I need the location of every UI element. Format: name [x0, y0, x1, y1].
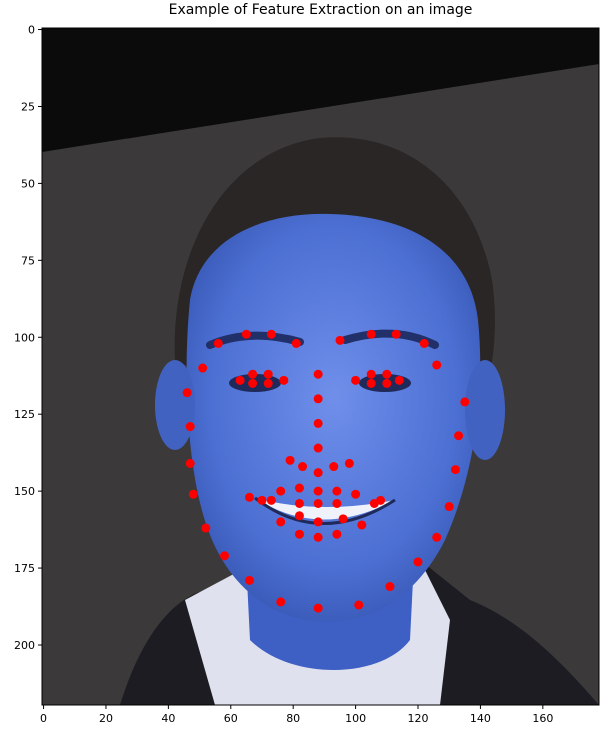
axes-frame — [41, 27, 600, 706]
feature-point — [313, 468, 323, 478]
image-region — [42, 28, 599, 705]
feature-point — [357, 520, 367, 530]
feature-point — [298, 462, 308, 472]
face-region — [186, 213, 481, 622]
feature-point — [313, 394, 323, 404]
y-tick-label: 200 — [14, 639, 35, 652]
feature-point — [241, 329, 251, 339]
x-tick-label: 60 — [224, 712, 238, 725]
feature-point — [198, 363, 208, 373]
feature-point — [294, 511, 304, 521]
feature-point — [313, 369, 323, 379]
feature-point — [291, 338, 301, 348]
y-tick-label: 175 — [14, 562, 35, 575]
feature-point — [391, 329, 401, 339]
feature-point — [354, 600, 364, 610]
feature-point — [460, 397, 470, 407]
feature-point — [450, 465, 460, 475]
x-tick-label: 0 — [40, 712, 47, 725]
feature-point — [276, 597, 286, 607]
feature-point — [201, 523, 211, 533]
feature-point — [257, 495, 267, 505]
hair-region — [174, 137, 495, 380]
y-tick-label: 75 — [21, 254, 35, 267]
top-band-region — [42, 28, 599, 152]
feature-point — [332, 529, 342, 539]
feature-point — [248, 378, 258, 388]
feature-point — [248, 369, 258, 379]
feature-point — [263, 378, 273, 388]
feature-point — [376, 495, 386, 505]
feature-point — [366, 378, 376, 388]
feature-point — [276, 517, 286, 527]
mouth-region — [254, 496, 396, 525]
feature-point — [394, 375, 404, 385]
feature-point — [344, 458, 354, 468]
feature-point — [313, 486, 323, 496]
x-tick-label: 140 — [470, 712, 491, 725]
feature-point — [366, 369, 376, 379]
y-tick-label: 0 — [28, 24, 35, 37]
feature-point — [432, 532, 442, 542]
left-ear-region — [155, 360, 195, 450]
feature-points — [182, 329, 470, 613]
feature-point — [313, 443, 323, 453]
feature-point — [419, 338, 429, 348]
feature-point — [444, 502, 454, 512]
feature-point — [351, 375, 361, 385]
y-tick-label: 150 — [14, 485, 35, 498]
feature-point — [335, 335, 345, 345]
feature-point — [313, 603, 323, 613]
feature-point — [329, 462, 339, 472]
feature-point — [313, 532, 323, 542]
feature-point — [235, 375, 245, 385]
feature-point — [245, 575, 255, 585]
feature-point — [382, 369, 392, 379]
feature-point — [313, 517, 323, 527]
feature-point — [351, 489, 361, 499]
feature-point — [294, 498, 304, 508]
feature-point — [294, 529, 304, 539]
feature-point — [266, 495, 276, 505]
y-tick-label: 125 — [14, 408, 35, 421]
feature-point — [182, 388, 192, 398]
x-tick-label: 20 — [99, 712, 113, 725]
feature-point — [366, 329, 376, 339]
x-tick-label: 80 — [286, 712, 300, 725]
feature-point — [263, 369, 273, 379]
feature-point — [279, 375, 289, 385]
feature-point — [385, 582, 395, 592]
feature-point — [332, 498, 342, 508]
feature-point — [220, 551, 230, 561]
x-tick-label: 160 — [532, 712, 553, 725]
feature-point — [185, 458, 195, 468]
x-tick-label: 120 — [408, 712, 429, 725]
x-tick-label: 40 — [161, 712, 175, 725]
axis-ticks: 0 20 40 60 80 100 120 140 160 0 25 50 75 100 125 150 175… — [14, 24, 553, 725]
feature-point — [185, 422, 195, 432]
chart-title: Example of Feature Extraction on an imag… — [168, 2, 473, 18]
feature-point — [332, 486, 342, 496]
feature-point — [294, 483, 304, 493]
feature-point — [313, 498, 323, 508]
feature-point — [276, 486, 286, 496]
right-ear-region — [465, 360, 505, 460]
feature-point — [266, 329, 276, 339]
feature-point — [432, 360, 442, 370]
feature-point — [213, 338, 223, 348]
teeth-region — [255, 498, 395, 520]
feature-point — [382, 378, 392, 388]
feature-point — [313, 418, 323, 428]
feature-point — [245, 492, 255, 502]
x-tick-label: 100 — [345, 712, 366, 725]
y-tick-label: 50 — [21, 177, 35, 190]
feature-point — [285, 455, 295, 465]
feature-point — [338, 514, 348, 524]
y-tick-label: 25 — [21, 100, 35, 113]
y-tick-label: 100 — [14, 331, 35, 344]
feature-point — [413, 557, 423, 567]
feature-point — [188, 489, 198, 499]
feature-point — [454, 431, 464, 441]
